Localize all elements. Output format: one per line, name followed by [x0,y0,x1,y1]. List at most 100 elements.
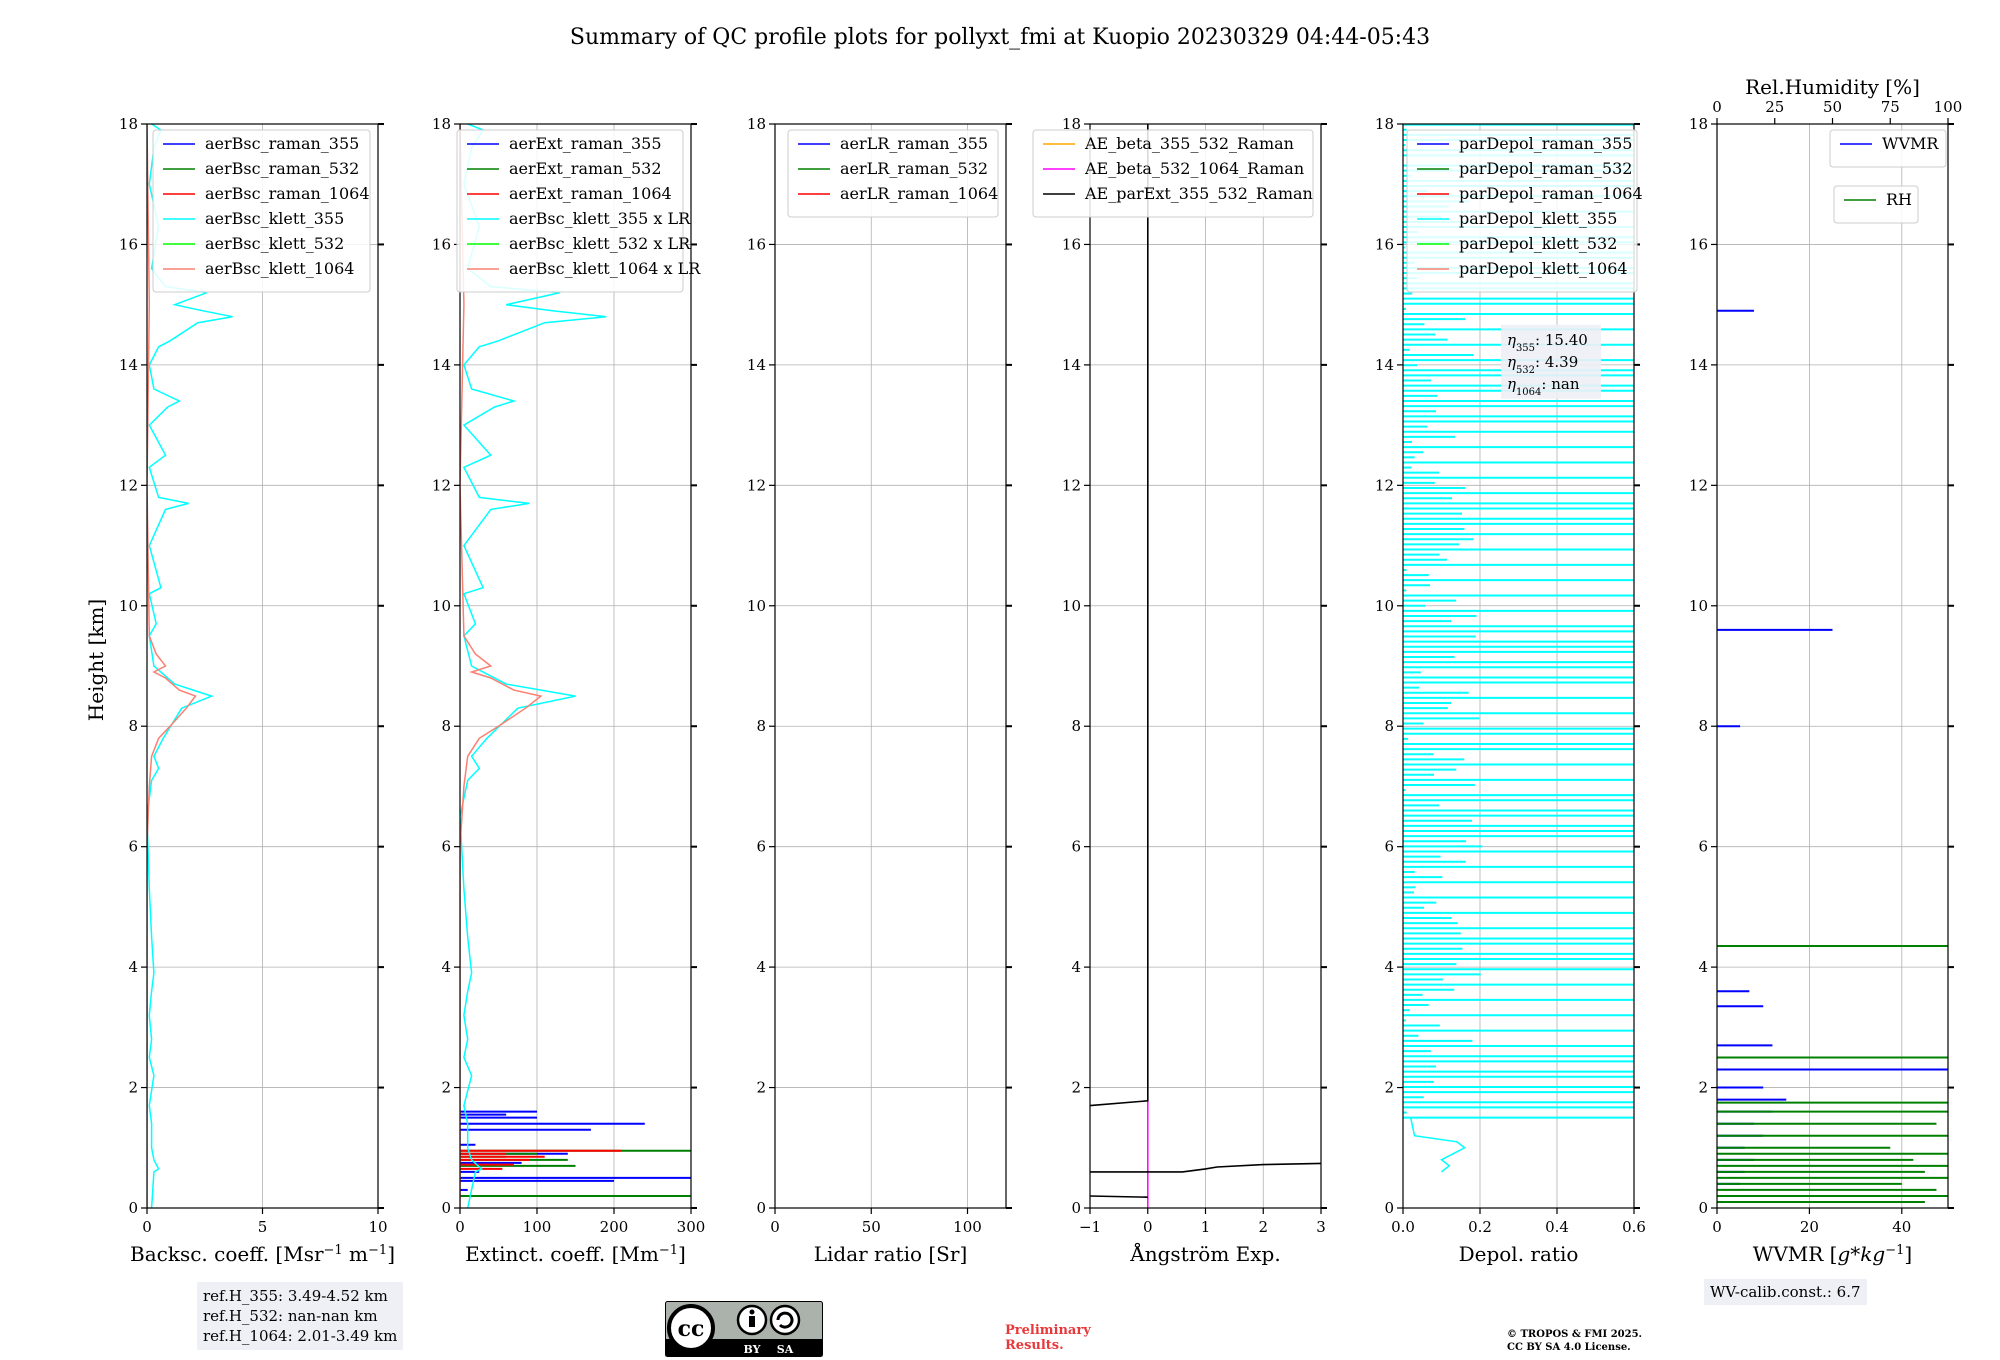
xtick-label-0: 0 [142,1218,152,1236]
ytick-label-6: 6 [128,838,138,856]
xtick-label-10: 10 [368,1218,387,1236]
ytick-label-6: 6 [1071,838,1081,856]
badge-sa-label: SA [777,1343,794,1356]
legend-entry-aerbsc-klett-355: aerBsc_klett_355 [205,209,344,228]
legend-bsc: aerBsc_raman_355 aerBsc_raman_532 aerBsc_r… [152,129,371,293]
ytick-label-18: 18 [1062,115,1081,133]
eta-1064: η1064: nan [1507,375,1580,398]
legend-entry-aerbsc-raman-1064: aerBsc_raman_1064 [205,184,370,203]
xtick-label-0: 0 [770,1218,780,1236]
legend-entry-pardepol-raman-355: parDepol_raman_355 [1459,134,1632,153]
top-tick-label-25: 25 [1765,98,1784,116]
eta-annotation-box [1500,324,1601,399]
ytick-label-12: 12 [119,476,138,494]
xtick-label-300: 300 [677,1218,706,1236]
series-aerbsc-klett-1064-x-lr [460,124,543,1208]
badge-by-label: BY [744,1343,761,1356]
series-ae-parext-355-532-raman-segment-2 [1090,124,1149,1107]
ytick-label-4: 4 [1384,958,1394,976]
ytick-label-10: 10 [1689,597,1708,615]
xtick-label-20: 20 [1800,1218,1819,1236]
ytick-label-8: 8 [441,717,451,735]
ytick-label-0: 0 [1698,1199,1708,1217]
legend-entry-pardepol-klett-1064: parDepol_klett_1064 [1459,259,1628,278]
ytick-label-18: 18 [119,115,138,133]
ytick-label-10: 10 [119,597,138,615]
plot-area-bsc [147,124,233,1208]
top-tick-label-75: 75 [1881,98,1900,116]
legend-frame [1829,129,1947,168]
ytick-label-16: 16 [432,235,451,253]
legend-frame [787,129,999,218]
ytick-label-18: 18 [432,115,451,133]
ref-height-355: ref.H_355: 3.49-4.52 km [203,1287,388,1305]
preliminary-note: Preliminary Results. [1005,1323,1091,1353]
xtick-label-1: 1 [1201,1218,1211,1236]
legend-entry-aerlr-raman-355: aerLR_raman_355 [840,134,988,153]
legend-entry-aerbsc-raman-532: aerBsc_raman_532 [205,159,359,178]
ref-height-532: ref.H_532: nan-nan km [203,1307,378,1325]
ytick-label-2: 2 [1384,1079,1394,1097]
xtick-label-0: 0 [1143,1218,1153,1236]
legend-entry-pardepol-raman-1064: parDepol_raman_1064 [1459,184,1643,203]
ref-height-1064: ref.H_1064: 2.01-3.49 km [203,1327,398,1345]
ytick-label-14: 14 [1375,356,1394,374]
ytick-label-16: 16 [747,235,766,253]
copyright-line-2: CC BY SA 4.0 License. [1507,1342,1631,1353]
top-tick-label-50: 50 [1823,98,1842,116]
series-pardepol-klett-355 [1409,1117,1466,1173]
ytick-label-14: 14 [1689,356,1708,374]
ytick-label-2: 2 [441,1079,451,1097]
legend-entry-aerlr-raman-1064: aerLR_raman_1064 [840,184,998,203]
plot-area-wv [1717,309,1948,1203]
x-axis-label-wv: WVMR [g*kg−1] [1753,1242,1912,1266]
ytick-label-10: 10 [1062,597,1081,615]
x-axis-label-depol: Depol. ratio [1459,1242,1579,1266]
legend-entry-wvmr: WVMR [1882,134,1939,153]
ytick-label-6: 6 [756,838,766,856]
ytick-label-14: 14 [432,356,451,374]
series-ae-parext-355-532-raman-segment-1 [1090,1162,1321,1173]
legend-entry-rh: RH [1886,190,1912,209]
legend-entry-aerbsc-klett-1064-x-lr: aerBsc_klett_1064 x LR [509,259,701,278]
xtick-label-0: 0.0 [1391,1218,1415,1236]
plot-area-ae [1090,124,1321,1208]
xtick-label-0: 0 [455,1218,465,1236]
ytick-label-2: 2 [756,1079,766,1097]
ytick-label-12: 12 [432,476,451,494]
legend-wv: WVMR [1829,129,1947,168]
ytick-label-6: 6 [1384,838,1394,856]
legend-entry-aerbsc-raman-355: aerBsc_raman_355 [205,134,359,153]
x-axis-label-bsc: Backsc. coeff. [Msr−1 m−1] [130,1242,395,1266]
legend-lr: aerLR_raman_355 aerLR_raman_532 aerLR_rama… [787,129,999,218]
wv-calibration-box: WV-calib.const.: 6.7 [1704,1279,1867,1305]
top-axis-label: Rel.Humidity [%] [1745,75,1920,99]
legend-entry-pardepol-raman-532: parDepol_raman_532 [1459,159,1632,178]
ytick-label-16: 16 [1062,235,1081,253]
ytick-label-8: 8 [756,717,766,735]
y-axis-label: Height [km] [84,599,108,721]
ytick-label-2: 2 [128,1079,138,1097]
ytick-label-10: 10 [1375,597,1394,615]
xtick-label-100: 100 [523,1218,552,1236]
x-axis-label-ae: Ångström Exp. [1129,1241,1280,1266]
ytick-label-14: 14 [1062,356,1081,374]
ytick-label-2: 2 [1698,1079,1708,1097]
legend-ae: AE_beta_355_532_Raman AE_beta_532_1064_Ra… [1032,129,1314,218]
top-tick-label-100: 100 [1934,98,1963,116]
ytick-label-8: 8 [1384,717,1394,735]
ytick-label-6: 6 [441,838,451,856]
ytick-label-18: 18 [1689,115,1708,133]
legend-entry-pardepol-klett-532: parDepol_klett_532 [1459,234,1617,253]
legend-depol: parDepol_raman_355 parDepol_raman_532 parD… [1406,129,1643,293]
legend-frame [1406,129,1638,293]
ytick-label-14: 14 [747,356,766,374]
panel-ext: 0 2 4 6 8 10 12 14 16 18 0 100 200 300 Extinct. coeff.… [432,115,705,1266]
legend-frame [1032,129,1314,218]
ytick-label-10: 10 [432,597,451,615]
legend-entry-ae-beta-532-1064-raman: AE_beta_532_1064_Raman [1084,159,1304,178]
ytick-label-0: 0 [441,1199,451,1217]
plot-area-ext [460,124,691,1208]
